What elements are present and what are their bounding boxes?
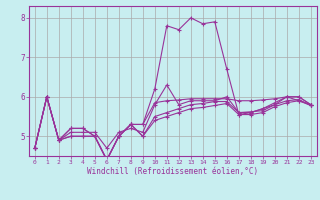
X-axis label: Windchill (Refroidissement éolien,°C): Windchill (Refroidissement éolien,°C) <box>87 167 258 176</box>
